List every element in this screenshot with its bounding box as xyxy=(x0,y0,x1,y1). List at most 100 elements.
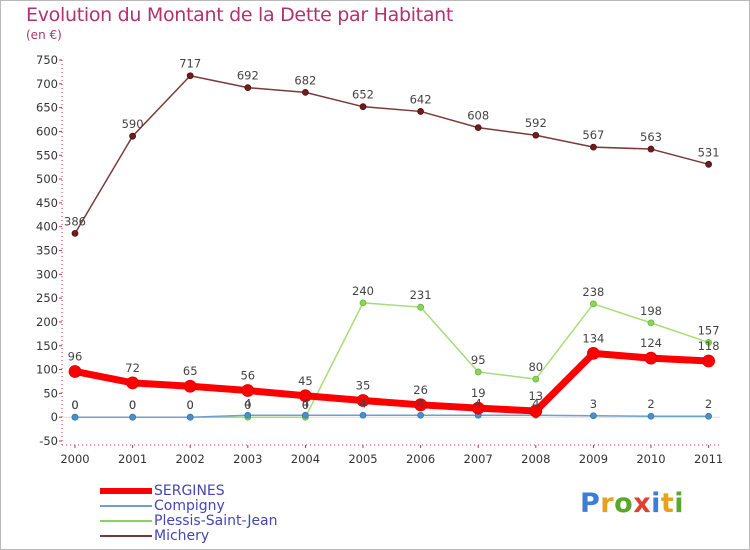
logo-letter: o xyxy=(614,488,634,519)
data-label-michery: 592 xyxy=(525,116,547,130)
data-label-plessis-saint-jean: 0 xyxy=(187,398,194,412)
data-label-compigny: 0 xyxy=(129,398,136,412)
data-point-plessis-saint-jean xyxy=(417,303,425,311)
data-point-compigny xyxy=(417,411,425,419)
y-tick-label: 350 xyxy=(36,244,58,258)
data-label-michery: 567 xyxy=(582,128,604,142)
data-point-sergines xyxy=(414,398,428,412)
y-tick-label: 300 xyxy=(36,267,58,281)
data-point-michery xyxy=(474,124,482,132)
y-tick-label: 700 xyxy=(36,77,58,91)
legend-swatch xyxy=(100,505,152,507)
x-tick-label: 2003 xyxy=(233,452,262,466)
data-point-sergines xyxy=(587,346,600,360)
proxiti-logo: Proxiti xyxy=(580,488,684,519)
data-label-michery: 652 xyxy=(352,88,374,102)
axes: -500501001502002503003504004505005506006… xyxy=(36,53,723,466)
data-point-michery xyxy=(71,229,79,237)
data-point-sergines xyxy=(529,404,543,418)
y-tick-label: 150 xyxy=(36,339,58,353)
data-point-plessis-saint-jean xyxy=(532,375,540,383)
data-label-compigny: 2 xyxy=(647,397,654,411)
data-point-compigny xyxy=(301,411,309,419)
y-tick-label: 550 xyxy=(36,148,58,162)
data-label-plessis-saint-jean: 95 xyxy=(471,353,486,367)
data-point-compigny xyxy=(244,411,252,419)
data-label-plessis-saint-jean: 231 xyxy=(410,288,432,302)
y-tick-label: 650 xyxy=(36,101,58,115)
data-label-michery: 642 xyxy=(410,92,432,106)
data-label-sergines: 96 xyxy=(68,349,83,363)
legend-label: Compigny xyxy=(154,498,225,514)
data-point-sergines xyxy=(126,376,140,390)
logo-letter: i xyxy=(674,488,685,519)
x-tick-label: 2007 xyxy=(464,452,493,466)
data-label-plessis-saint-jean: 0 xyxy=(244,398,251,412)
data-label-plessis-saint-jean: 198 xyxy=(640,304,662,318)
legend-swatch xyxy=(100,535,152,537)
legend-label: Plessis-Saint-Jean xyxy=(154,513,278,529)
data-label-sergines: 19 xyxy=(471,386,486,400)
x-tick-label: 2010 xyxy=(636,452,665,466)
data-label-plessis-saint-jean: 238 xyxy=(582,285,604,299)
data-label-plessis-saint-jean: 240 xyxy=(352,284,374,298)
data-label-michery: 563 xyxy=(640,130,662,144)
data-label-sergines: 13 xyxy=(528,389,543,403)
data-label-michery: 692 xyxy=(237,69,259,83)
logo-letter: x xyxy=(633,488,652,519)
data-label-compigny: 4 xyxy=(532,396,539,410)
x-tick-label: 2008 xyxy=(521,452,550,466)
data-point-michery xyxy=(705,160,712,168)
data-point-compigny xyxy=(71,413,79,421)
logo-letter: r xyxy=(600,488,615,519)
series-layer xyxy=(68,72,715,421)
data-point-sergines xyxy=(356,394,370,407)
data-label-sergines: 26 xyxy=(413,383,428,397)
y-tick-label: 100 xyxy=(36,363,58,377)
legend-swatch xyxy=(100,488,152,494)
data-label-michery: 682 xyxy=(294,73,316,87)
data-label-sergines: 118 xyxy=(698,339,720,353)
legend-swatch xyxy=(100,520,152,522)
y-tick-label: 250 xyxy=(36,291,58,305)
data-point-sergines xyxy=(298,389,312,403)
data-point-sergines xyxy=(644,351,658,365)
data-point-michery xyxy=(590,143,597,151)
data-label-sergines: 124 xyxy=(640,336,662,350)
y-tick-label: -50 xyxy=(39,434,58,448)
data-label-sergines: 134 xyxy=(582,331,604,345)
data-point-sergines xyxy=(68,365,82,378)
data-label-compigny: 4 xyxy=(244,396,251,410)
data-point-plessis-saint-jean xyxy=(647,319,655,327)
y-tick-label: 200 xyxy=(36,315,58,329)
logo-letter: P xyxy=(580,488,601,519)
x-tick-label: 2000 xyxy=(60,452,89,466)
data-label-sergines: 72 xyxy=(125,361,140,375)
data-point-plessis-saint-jean xyxy=(474,368,482,376)
data-point-compigny xyxy=(129,413,137,421)
y-tick-label: 450 xyxy=(36,196,58,210)
data-point-michery xyxy=(129,132,137,140)
data-label-michery: 717 xyxy=(179,57,201,71)
data-label-compigny: 4 xyxy=(417,396,424,410)
data-label-plessis-saint-jean: 0 xyxy=(302,398,309,412)
data-point-plessis-saint-jean xyxy=(590,300,597,308)
data-label-plessis-saint-jean: 0 xyxy=(129,398,136,412)
data-point-sergines xyxy=(241,384,255,397)
data-point-compigny xyxy=(186,413,194,421)
series-line-compigny xyxy=(74,414,710,418)
data-label-compigny: 4 xyxy=(359,396,366,410)
x-tick-label: 2004 xyxy=(291,452,320,466)
logo-letter: t xyxy=(660,488,675,519)
x-tick-label: 2011 xyxy=(694,452,723,466)
series-line-sergines xyxy=(71,349,713,415)
data-point-michery xyxy=(417,108,425,115)
logo-letter: i xyxy=(651,488,661,519)
data-label-michery: 386 xyxy=(64,214,86,228)
data-label-sergines: 65 xyxy=(183,364,198,378)
data-label-compigny: 4 xyxy=(302,396,309,410)
data-point-sergines xyxy=(702,354,715,368)
data-label-compigny: 4 xyxy=(475,396,482,410)
y-tick-label: 400 xyxy=(36,220,58,234)
